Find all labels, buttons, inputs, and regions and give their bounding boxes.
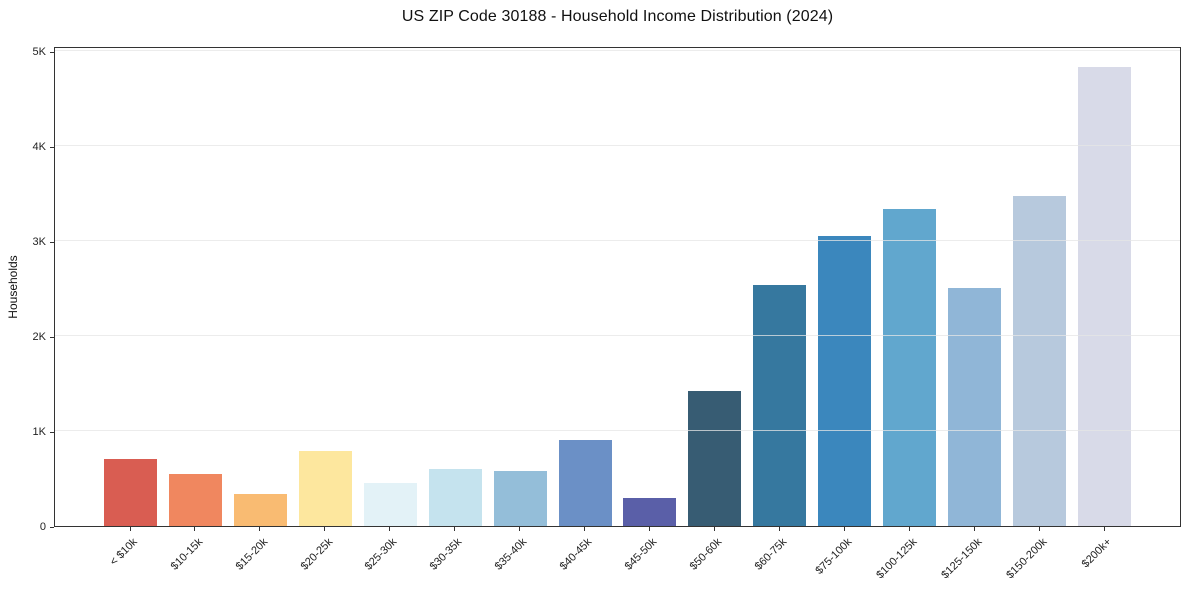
x-tick-mark — [194, 527, 196, 531]
bar — [168, 473, 222, 526]
bar — [233, 494, 287, 526]
x-tick-label: $40-45k — [557, 536, 595, 573]
bar — [363, 482, 417, 526]
gridline — [55, 144, 1180, 146]
bar — [1013, 195, 1067, 526]
gridline — [55, 49, 1180, 51]
bar — [948, 287, 1002, 526]
bar — [623, 497, 677, 526]
x-tick-mark — [519, 527, 521, 531]
x-tick-label: $25-30k — [363, 536, 400, 573]
x-tick-label: $15-20k — [233, 536, 270, 573]
x-tick-label: $60-75k — [752, 536, 790, 573]
x-tick-label: $30-35k — [428, 536, 465, 573]
x-tick-label: $100-125k — [873, 536, 920, 582]
x-tick-mark — [648, 527, 650, 531]
bar — [818, 235, 872, 526]
x-tick-mark — [1038, 527, 1040, 531]
y-tick-mark — [50, 51, 54, 53]
x-tick-mark — [1103, 527, 1105, 531]
y-tick-label: 3K — [32, 235, 46, 248]
x-tick-label: $10-15k — [168, 536, 205, 573]
y-tick-label: 5K — [32, 45, 46, 58]
y-tick-label: 4K — [32, 140, 46, 153]
y-tick-mark — [50, 431, 54, 433]
x-tick-label: $45-50k — [622, 536, 660, 573]
x-tick-mark — [843, 527, 845, 531]
x-tick-mark — [713, 527, 715, 531]
x-tick-mark — [584, 527, 586, 531]
y-tick-label: 0 — [39, 521, 46, 533]
x-tick-label: $125-150k — [938, 536, 985, 582]
x-tick-label: $150-200k — [1003, 536, 1050, 582]
x-tick-mark — [259, 527, 261, 531]
y-tick-mark — [50, 336, 54, 338]
gridline — [55, 239, 1180, 241]
x-tick-mark — [973, 527, 975, 531]
x-tick-label: $75-100k — [813, 536, 855, 577]
x-tick-mark — [908, 527, 910, 531]
x-tick-label: $20-25k — [298, 536, 335, 573]
gridline — [55, 334, 1180, 336]
x-tick-mark — [454, 527, 456, 531]
x-tick-label: $50-60k — [687, 536, 725, 573]
y-axis-label: Households — [6, 255, 20, 319]
bar — [753, 284, 807, 526]
y-tick-label: 1K — [32, 425, 46, 438]
bar — [883, 208, 937, 526]
y-tick-mark — [50, 527, 54, 528]
x-tick-label: $200k+ — [1079, 536, 1114, 571]
x-tick-mark — [778, 527, 780, 531]
x-tick-mark — [324, 527, 326, 531]
bar — [1078, 66, 1131, 526]
bar — [493, 470, 547, 526]
x-tick-label: < $10k — [107, 536, 140, 569]
chart-title: US ZIP Code 30188 - Household Income Dis… — [401, 8, 834, 25]
x-tick-label: $35-40k — [492, 536, 530, 573]
gridline — [55, 429, 1180, 431]
bar — [428, 469, 482, 526]
plot-area — [54, 47, 1181, 527]
bar — [688, 391, 742, 526]
x-tick-mark — [389, 527, 391, 531]
bar — [298, 451, 352, 526]
x-tick-mark — [129, 527, 131, 531]
bar — [558, 440, 612, 526]
y-tick-label: 2K — [32, 330, 46, 343]
bar — [104, 459, 157, 526]
y-tick-mark — [50, 146, 54, 148]
y-tick-mark — [50, 241, 54, 243]
